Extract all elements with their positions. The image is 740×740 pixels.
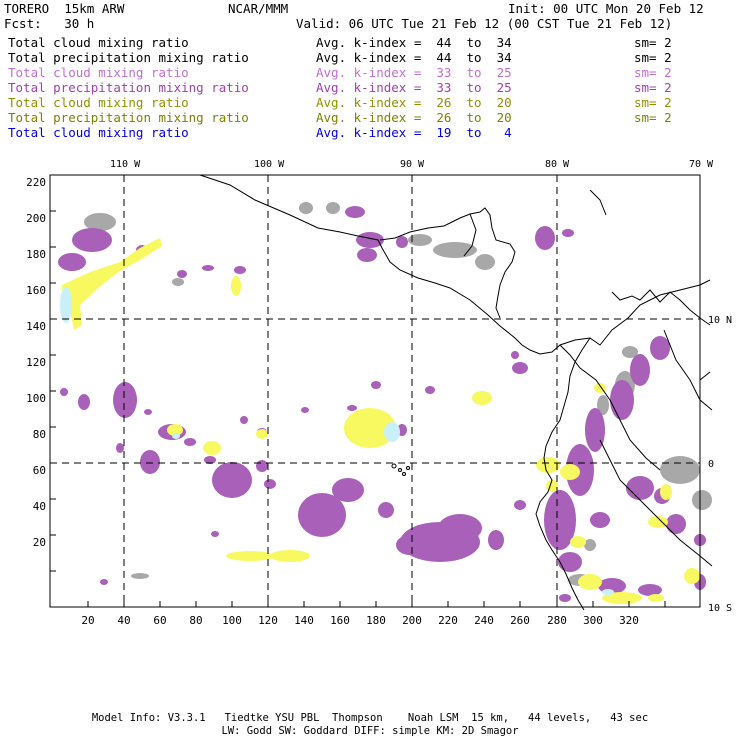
legend-row-6-kindex: Avg. k-index = 26 to 20 [316, 110, 512, 125]
legend-row-6-sm: sm= 2 [634, 110, 672, 125]
valid-time: Valid: 06 UTC Tue 21 Feb 12 (00 CST Tue … [296, 16, 673, 31]
lon-label-70w: 70 W [689, 159, 714, 170]
legend-row-2-name: Total precipitation mixing ratio [8, 50, 249, 65]
forecast-hour: Fcst: 30 h [4, 16, 95, 31]
longitude-labels: 110 W 100 W 90 W 80 W 70 W [110, 159, 714, 170]
x-tick-label: 200 [402, 614, 422, 627]
y-tick-label: 200 [26, 212, 46, 225]
legend-row-2-kindex: Avg. k-index = 44 to 34 [316, 50, 512, 65]
x-tick-label: 140 [294, 614, 314, 627]
x-tick-label: 260 [510, 614, 530, 627]
legend-row-4-sm: sm= 2 [634, 80, 672, 95]
y-tick-label: 220 [26, 176, 46, 189]
legend-row-3-kindex: Avg. k-index = 33 to 25 [316, 65, 512, 80]
axis-ticks [50, 210, 666, 607]
cloud-shading [58, 202, 712, 604]
legend-row-5-name: Total cloud mixing ratio [8, 95, 189, 110]
legend-row-6-name: Total precipitation mixing ratio [8, 110, 249, 125]
x-tick-label: 60 [153, 614, 166, 627]
lat-label-0: 0 [708, 459, 714, 470]
x-tick-labels: 20 40 60 80 100 120 140 160 180 200 220 … [81, 614, 639, 627]
init-time: Init: 00 UTC Mon 20 Feb 12 [508, 1, 704, 16]
legend-row-7-kindex: Avg. k-index = 19 to 4 [316, 125, 512, 140]
x-tick-label: 320 [619, 614, 639, 627]
x-tick-label: 180 [366, 614, 386, 627]
legend-row-4-name: Total precipitation mixing ratio [8, 80, 249, 95]
legend-row-5-kindex: Avg. k-index = 26 to 20 [316, 95, 512, 110]
legend-row-7-name: Total cloud mixing ratio [8, 125, 189, 140]
legend-row-1-sm: sm= 2 [634, 35, 672, 50]
model-info: Model Info: V3.3.1 Tiedtke YSU PBL Thomp… [91, 712, 649, 724]
x-tick-label: 220 [438, 614, 458, 627]
legend-row-5-sm: sm= 2 [634, 95, 672, 110]
y-tick-labels: 220 200 180 160 140 120 100 80 60 40 20 [26, 176, 46, 549]
legend-row-1-kindex: Avg. k-index = 44 to 34 [316, 35, 512, 50]
y-tick-label: 140 [26, 320, 46, 333]
y-tick-label: 100 [26, 392, 46, 405]
x-tick-label: 280 [547, 614, 567, 627]
organization: NCAR/MMM [228, 1, 289, 16]
legend-row-1-name: Total cloud mixing ratio [8, 35, 189, 50]
lat-label-10n: 10 N [708, 315, 732, 326]
lon-label-80w: 80 W [545, 159, 570, 170]
x-tick-label: 160 [330, 614, 350, 627]
lon-label-90w: 90 W [400, 159, 425, 170]
lon-label-110w: 110 W [110, 159, 141, 170]
lat-label-10s: 10 S [708, 603, 732, 614]
coastlines [199, 174, 713, 611]
legend-row-3-sm: sm= 2 [634, 65, 672, 80]
y-tick-label: 120 [26, 356, 46, 369]
x-tick-label: 100 [222, 614, 242, 627]
legend-row-2-sm: sm= 2 [634, 50, 672, 65]
x-tick-label: 20 [81, 614, 94, 627]
y-tick-label: 180 [26, 248, 46, 261]
graticule [50, 175, 700, 607]
lon-label-100w: 100 W [254, 159, 285, 170]
legend-row-4-kindex: Avg. k-index = 33 to 25 [316, 80, 512, 95]
y-tick-label: 20 [33, 536, 46, 549]
physics-info: LW: Godd SW: Goddard DIFF: simple KM: 2D… [221, 725, 519, 737]
x-tick-label: 240 [474, 614, 494, 627]
model-name: TORERO 15km ARW [4, 1, 125, 16]
x-tick-label: 120 [258, 614, 278, 627]
x-tick-label: 40 [117, 614, 130, 627]
y-tick-label: 80 [33, 428, 46, 441]
latitude-labels: 10 N 0 10 S [708, 315, 732, 614]
legend-row-3-name: Total cloud mixing ratio [8, 65, 189, 80]
y-tick-label: 40 [33, 500, 46, 513]
x-tick-label: 300 [583, 614, 603, 627]
x-tick-label: 80 [189, 614, 202, 627]
y-tick-label: 160 [26, 284, 46, 297]
y-tick-label: 60 [33, 464, 46, 477]
